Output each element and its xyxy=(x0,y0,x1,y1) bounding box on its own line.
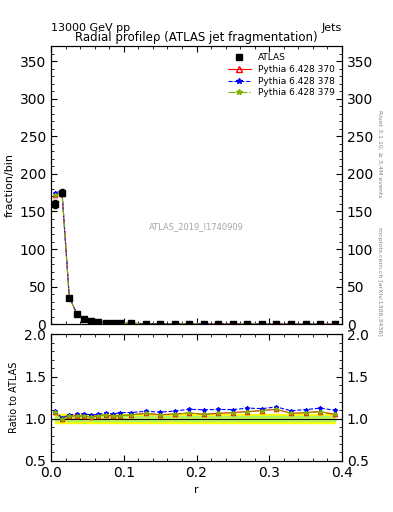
Text: Rivet 3.1.10, ≥ 3.4M events: Rivet 3.1.10, ≥ 3.4M events xyxy=(377,110,382,198)
X-axis label: r: r xyxy=(194,485,199,495)
Text: Jets: Jets xyxy=(321,23,342,33)
Y-axis label: fraction/bin: fraction/bin xyxy=(4,153,14,217)
Legend: ATLAS, Pythia 6.428 370, Pythia 6.428 378, Pythia 6.428 379: ATLAS, Pythia 6.428 370, Pythia 6.428 37… xyxy=(225,51,338,100)
Title: Radial profileρ (ATLAS jet fragmentation): Radial profileρ (ATLAS jet fragmentation… xyxy=(75,31,318,44)
Text: 13000 GeV pp: 13000 GeV pp xyxy=(51,23,130,33)
Text: mcplots.cern.ch [arXiv:1306.3436]: mcplots.cern.ch [arXiv:1306.3436] xyxy=(377,227,382,336)
Text: ATLAS_2019_I1740909: ATLAS_2019_I1740909 xyxy=(149,222,244,231)
Y-axis label: Ratio to ATLAS: Ratio to ATLAS xyxy=(9,362,19,433)
